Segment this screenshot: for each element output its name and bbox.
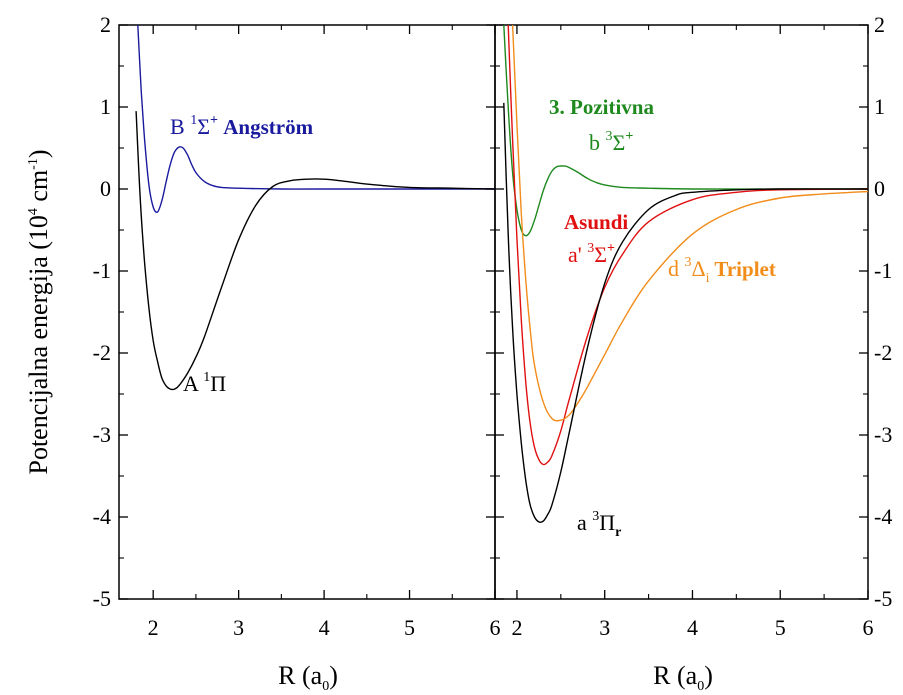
annotation-b1sigma: B 1Σ+ Angström	[170, 113, 314, 139]
y-tick-label: -1	[93, 258, 111, 283]
annotation-d3delta: d 3Δi Triplet	[668, 255, 776, 286]
x-axis-title-right: R (a0)	[653, 661, 713, 694]
annotation-aprime3sigma: a' 3Σ+	[568, 241, 615, 267]
x-tick-label: 2	[148, 615, 159, 640]
annotation-a3pi: a 3Πr	[577, 509, 621, 540]
y-tick-label: -4	[874, 504, 892, 529]
y-tick-label: -3	[93, 422, 111, 447]
x-tick-label: 2	[511, 615, 522, 640]
x-tick-label: 6	[490, 615, 501, 640]
series-line-right-3	[503, 102, 868, 523]
series-line-right-0	[503, 25, 868, 237]
y-axis-title: Potencijalna energija (104 cm-1)	[24, 149, 53, 474]
y-tick-label: -2	[874, 340, 892, 365]
series-line-right-2	[511, 25, 868, 422]
y-tick-label: 2	[100, 12, 111, 37]
annotation-pozitivna: 3. Pozitivna	[549, 95, 654, 119]
y-tick-label: 2	[874, 12, 885, 37]
annotation-asundi: Asundi	[564, 210, 628, 234]
y-tick-label: -1	[874, 258, 892, 283]
y-tick-label: 0	[874, 176, 885, 201]
y-tick-label: -5	[93, 586, 111, 611]
x-tick-label: 4	[687, 615, 698, 640]
x-axis-title-left: R (a0)	[278, 661, 338, 694]
y-tick-label: 0	[100, 176, 111, 201]
curves	[135, 25, 868, 523]
y-tick-label: 1	[100, 94, 111, 119]
left-panel-frame	[118, 24, 496, 600]
y-tick-label: -5	[874, 586, 892, 611]
series-line-right-1	[507, 25, 868, 466]
y-tick-label: 1	[874, 94, 885, 119]
y-tick-label: -3	[874, 422, 892, 447]
series-line-left-1	[135, 111, 495, 391]
x-tick-label: 4	[319, 615, 330, 640]
x-tick-label: 6	[863, 615, 874, 640]
annotation-b3sigma: b 3Σ+	[589, 129, 633, 155]
x-tick-label: 3	[233, 615, 244, 640]
series-line-left-0	[137, 25, 495, 213]
x-tick-label: 3	[599, 615, 610, 640]
annotation-a1pi: A 1Π	[183, 370, 226, 396]
y-tick-label: -4	[93, 504, 111, 529]
x-tick-label: 5	[404, 615, 415, 640]
y-tick-label: -2	[93, 340, 111, 365]
x-tick-label: 5	[775, 615, 786, 640]
